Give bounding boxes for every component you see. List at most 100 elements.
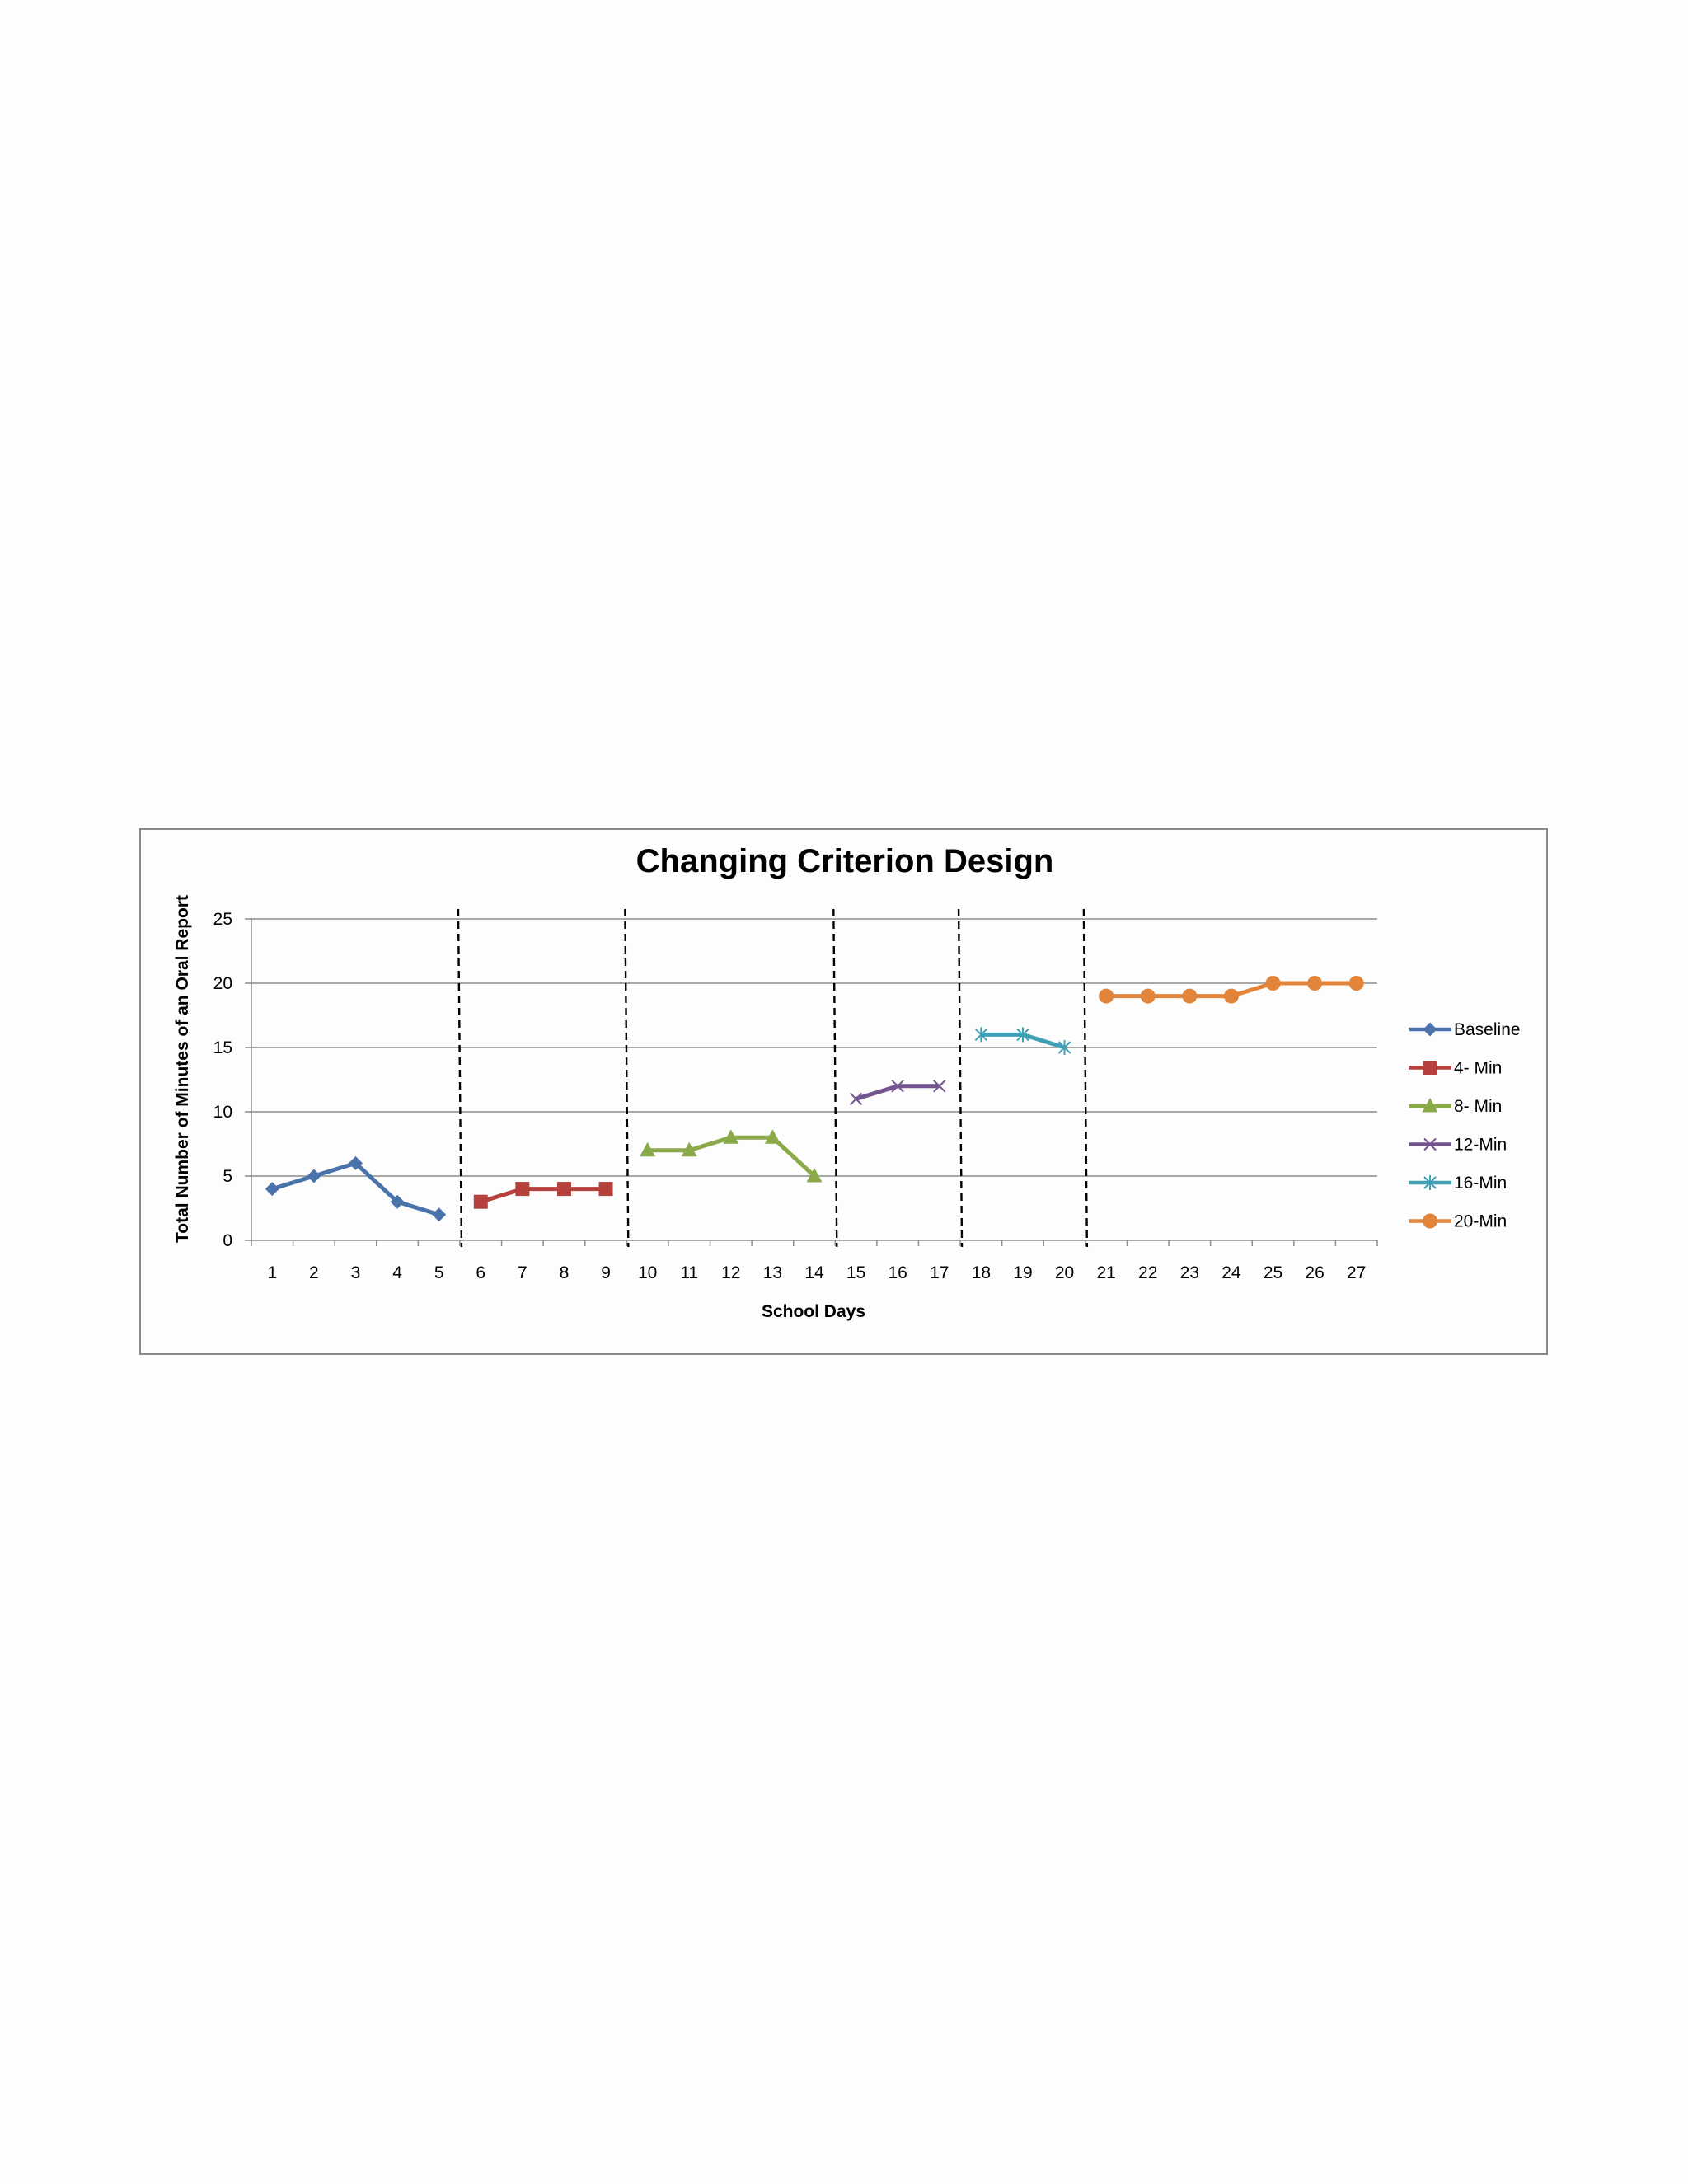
x-tick-label: 7 [518, 1263, 528, 1282]
data-point [1140, 988, 1156, 1004]
legend-item: 20-Min [1409, 1212, 1507, 1231]
phase-change-line [1082, 908, 1089, 1248]
y-tick-label: 10 [213, 1103, 232, 1122]
legend-marker [1423, 1061, 1437, 1075]
marker-stroke [891, 1080, 904, 1093]
y-tick-label: 20 [213, 974, 232, 993]
x-tick-label: 26 [1305, 1263, 1324, 1282]
data-point [681, 1141, 697, 1157]
y-tick-label: 0 [223, 1231, 232, 1250]
series-line [855, 1084, 940, 1101]
chart-frame: Changing Criterion Design Total Number o… [139, 828, 1548, 1355]
series-20-min [1099, 976, 1364, 1004]
data-point [307, 1169, 321, 1183]
series-group [265, 976, 1364, 1222]
legend-label: 8- Min [1454, 1097, 1502, 1116]
marker-stroke [933, 1080, 946, 1093]
line-chart: Changing Criterion Design Total Number o… [173, 843, 1521, 1321]
y-tick-label: 25 [213, 910, 232, 929]
data-point [1182, 988, 1198, 1004]
data-point [515, 1182, 530, 1197]
data-point [265, 1182, 279, 1197]
x-tick-label: 25 [1264, 1263, 1282, 1282]
data-point [933, 1080, 946, 1093]
x-tick-label: 12 [721, 1263, 740, 1282]
legend-label: 12-Min [1454, 1136, 1507, 1155]
x-tick-label: 15 [846, 1263, 865, 1282]
data-point [1307, 976, 1323, 991]
x-tick-label: 9 [601, 1263, 611, 1282]
x-tick-label: 13 [763, 1263, 782, 1282]
phase-change-line [624, 908, 630, 1248]
x-tick-label: 14 [804, 1263, 824, 1282]
legend-marker [1423, 1137, 1437, 1151]
data-point [348, 1155, 363, 1170]
legend-item: 8- Min [1409, 1097, 1502, 1116]
data-point [1265, 976, 1281, 991]
x-tick-label: 10 [638, 1263, 657, 1282]
x-tick-label: 24 [1221, 1263, 1241, 1282]
x-tick-label: 20 [1055, 1263, 1074, 1282]
y-tick-label: 5 [223, 1167, 232, 1186]
data-point [432, 1207, 447, 1222]
data-point [1348, 976, 1364, 991]
legend-marker [1423, 1175, 1437, 1190]
legend-item: 12-Min [1409, 1136, 1507, 1155]
marker-stroke [1423, 1137, 1437, 1151]
chart-title: Changing Criterion Design [636, 843, 1054, 879]
x-tick-label: 2 [309, 1263, 319, 1282]
legend-marker [1423, 1022, 1437, 1037]
x-tick-label: 21 [1096, 1263, 1115, 1282]
y-tick-label: 15 [213, 1038, 232, 1057]
series-baseline [265, 1155, 447, 1222]
x-tick-label: 6 [476, 1263, 485, 1282]
data-point [891, 1080, 904, 1093]
series-8-min [640, 1129, 823, 1183]
data-point [974, 1027, 988, 1043]
data-point [640, 1141, 656, 1157]
legend-label: 4- Min [1454, 1059, 1502, 1078]
legend: Baseline 4- Min 8- Min 12-Min 16-Min 20-Min [1409, 1020, 1521, 1231]
series-4-min [473, 1182, 613, 1209]
data-point [806, 1168, 823, 1183]
phase-change-line [832, 908, 838, 1248]
marker-stroke [849, 1092, 863, 1106]
legend-item: 16-Min [1409, 1174, 1507, 1193]
gridlines [251, 918, 1377, 1177]
data-point [849, 1092, 863, 1106]
x-tick-label: 1 [267, 1263, 277, 1282]
y-axis-title: Total Number of Minutes of an Oral Repor… [173, 895, 192, 1243]
x-tick-label: 27 [1347, 1263, 1366, 1282]
x-tick-label: 3 [351, 1263, 361, 1282]
legend-item: 4- Min [1409, 1059, 1502, 1078]
x-tick-label: 16 [889, 1263, 907, 1282]
x-tick-label: 5 [434, 1263, 444, 1282]
legend-label: Baseline [1454, 1020, 1521, 1039]
legend-item: Baseline [1409, 1020, 1521, 1039]
series-line [480, 1187, 607, 1204]
data-point [390, 1194, 405, 1209]
legend-marker [1423, 1213, 1437, 1229]
legend-label: 16-Min [1454, 1174, 1507, 1193]
data-point [723, 1129, 739, 1144]
series-16-min [974, 1027, 1071, 1055]
x-tick-label: 4 [392, 1263, 402, 1282]
x-tick-label: 23 [1180, 1263, 1199, 1282]
x-tick-label: 11 [680, 1263, 698, 1282]
series-12-min [849, 1080, 946, 1106]
data-point [598, 1182, 613, 1197]
phase-change-line [457, 908, 463, 1248]
x-tick-label: 17 [930, 1263, 949, 1282]
series-line [271, 1160, 440, 1217]
data-point [556, 1182, 571, 1197]
data-point [764, 1129, 781, 1144]
x-axis-title: School Days [762, 1302, 865, 1321]
data-point [1016, 1027, 1029, 1043]
x-tick-label: 8 [560, 1263, 570, 1282]
x-tick-label: 22 [1138, 1263, 1157, 1282]
phase-change-lines [457, 908, 1089, 1248]
legend-label: 20-Min [1454, 1212, 1507, 1231]
phase-change-line [957, 908, 964, 1248]
data-point [1223, 988, 1239, 1004]
